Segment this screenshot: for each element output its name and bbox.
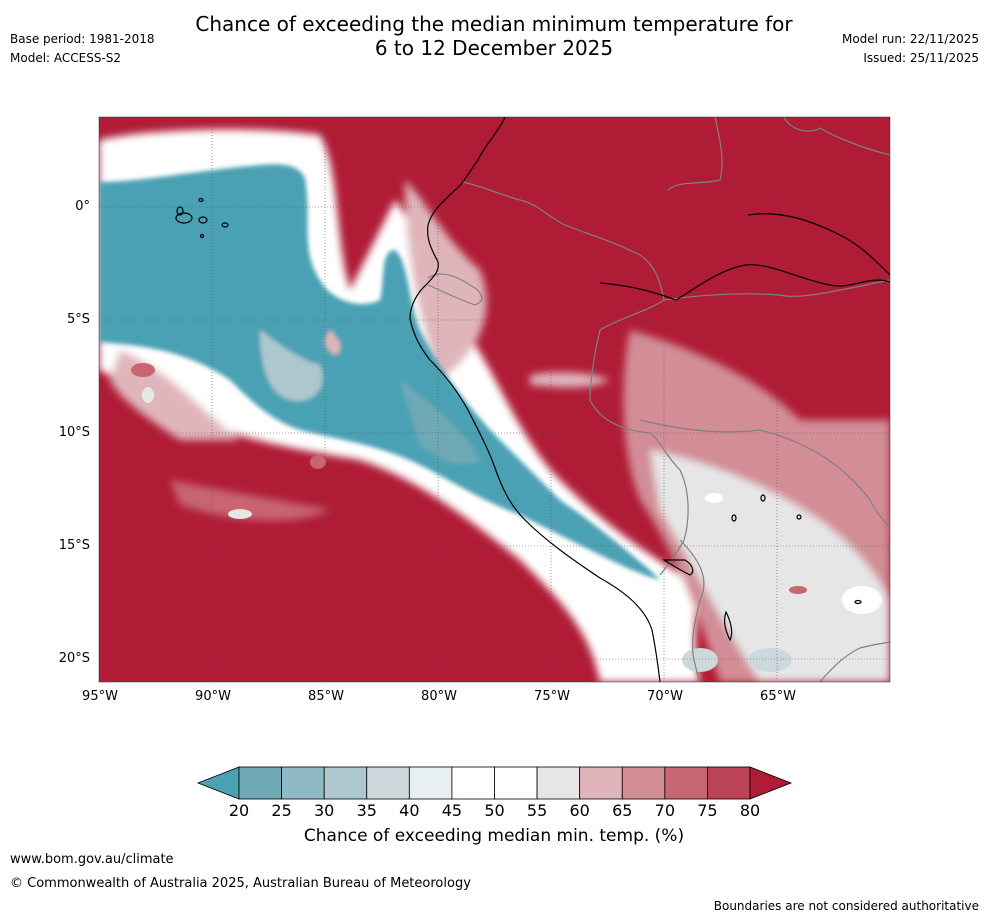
lat-label-0: 0° [75, 199, 90, 214]
title-line-2: 6 to 12 December 2025 [374, 36, 614, 60]
lon-label-90w: 90°W [195, 689, 231, 704]
colorbar-tick-label: 60 [569, 801, 590, 820]
colorbar-tick-label: 50 [484, 801, 505, 820]
colorbar-bin [536, 766, 581, 800]
lat-label-5s: 5°S [66, 312, 90, 327]
lat-label-10s: 10°S [58, 425, 90, 440]
right-metadata: Model run: 22/11/2025 Issued: 25/11/2025 [842, 32, 979, 70]
coastline [175, 117, 890, 682]
lon-label-75w: 75°W [534, 689, 570, 704]
colorbar-tick-label: 40 [399, 801, 420, 820]
colorbar-tick-label: 55 [526, 801, 548, 820]
colorbar-bin [408, 766, 453, 800]
colorbar-tick-label: 70 [654, 801, 675, 820]
colorbar-bin [664, 766, 708, 800]
national-borders [427, 117, 890, 682]
title-line-1: Chance of exceeding the median minimum t… [195, 12, 793, 36]
map-field [99, 117, 890, 682]
lat-label-15s: 15°S [58, 538, 90, 553]
colorbar-label: Chance of exceeding median min. temp. (%… [303, 826, 685, 846]
left-metadata: Base period: 1981-2018 Model: ACCESS-S2 [10, 32, 155, 70]
lon-label-80w: 80°W [421, 689, 457, 704]
colorbar-tick-label: 35 [356, 801, 377, 820]
colorbar-bin [281, 766, 325, 800]
colorbar-tick-label: 20 [228, 801, 250, 820]
boundaries-disclaimer: Boundaries are not considered authoritat… [713, 899, 979, 913]
map-frame [98, 116, 891, 683]
colorbar-arrow-high [749, 766, 793, 800]
lat-label-20s: 20°S [58, 651, 90, 666]
warm-patches [131, 363, 882, 672]
colorbar-bin [451, 766, 495, 800]
issued-date: Issued: 25/11/2025 [863, 51, 979, 65]
colorbar-bin [238, 766, 282, 800]
colorbar-bin [621, 766, 666, 800]
colorbar-bins [196, 766, 793, 800]
lon-label-70w: 70°W [647, 689, 683, 704]
lon-label-65w: 65°W [760, 689, 796, 704]
lon-label-85w: 85°W [308, 689, 344, 704]
model-run: Model run: 22/11/2025 [841, 32, 979, 46]
low-probability-region [99, 164, 660, 580]
colorbar-tick-label: 65 [612, 801, 633, 820]
colorbar-arrow-low [196, 766, 240, 800]
copyright-notice: © Commonwealth of Australia 2025, Austra… [10, 876, 471, 891]
website-link[interactable]: www.bom.gov.au/climate [10, 852, 174, 867]
colorbar-bin [366, 766, 410, 800]
lon-label-95w: 95°W [82, 689, 118, 704]
colorbar-tick-label: 25 [271, 801, 292, 820]
colorbar-tick-label: 45 [441, 801, 463, 820]
colorbar-bin [494, 766, 538, 800]
graticule [99, 117, 890, 682]
colorbar-bin [707, 766, 751, 800]
colorbar-bin [579, 766, 623, 800]
chart-title: Chance of exceeding the median minimum t… [0, 12, 988, 60]
colorbar-tick-label: 30 [313, 801, 335, 820]
base-period: Base period: 1981-2018 [10, 32, 155, 46]
colorbar-tick-label: 80 [739, 801, 761, 820]
model-name: Model: ACCESS-S2 [10, 51, 122, 65]
colorbar-bin [323, 766, 368, 800]
colorbar-tick-label: 75 [697, 801, 718, 820]
